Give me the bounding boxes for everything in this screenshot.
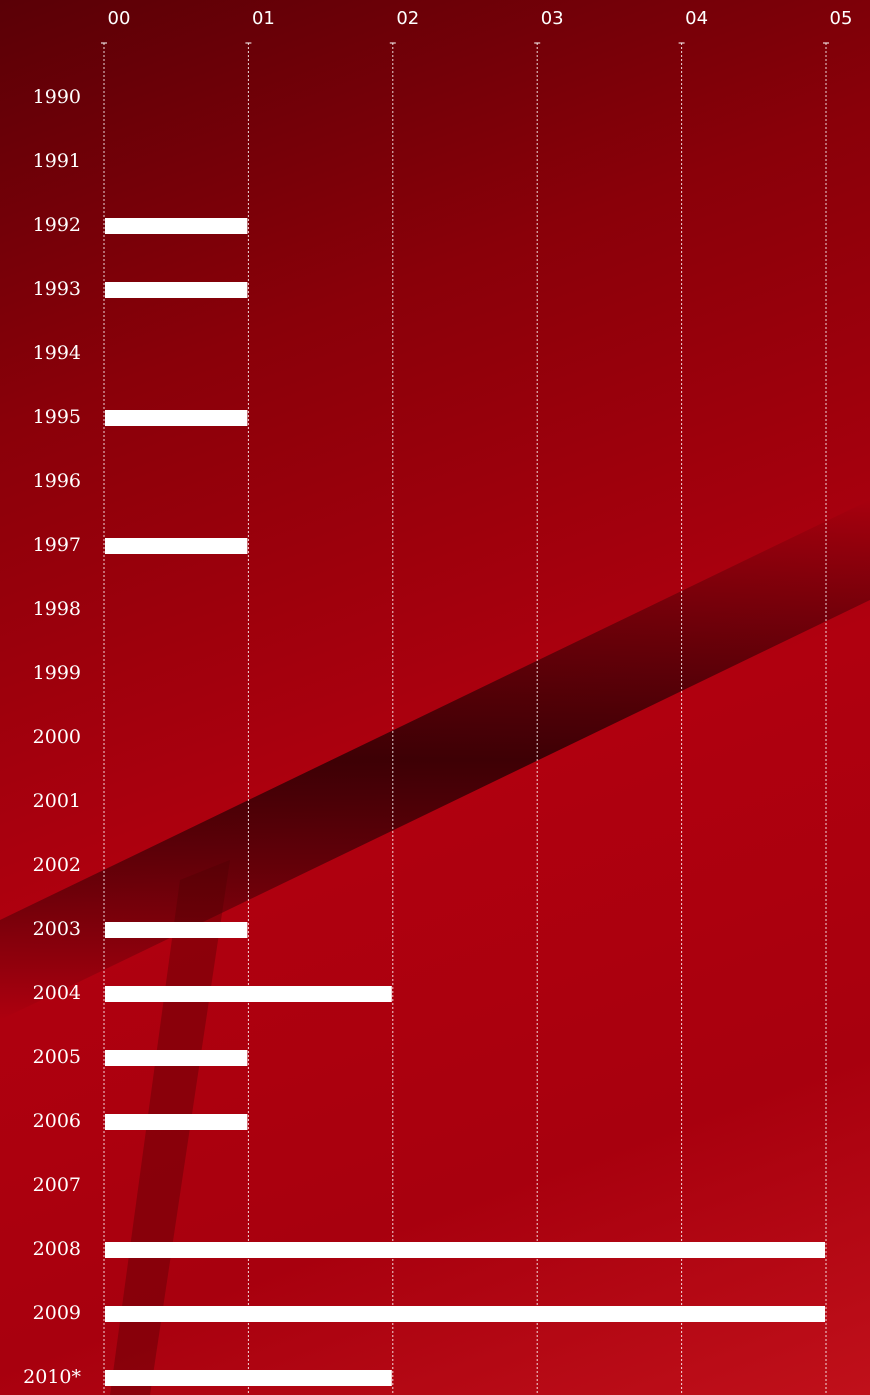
x-tick-label: 00	[108, 8, 131, 29]
bar	[105, 282, 248, 298]
y-tick-label: 1995	[33, 406, 81, 428]
y-tick-label: 1998	[33, 598, 81, 620]
bar	[105, 218, 248, 234]
y-tick-label: 1990	[33, 86, 81, 108]
y-tick-label: 2005	[33, 1046, 81, 1068]
bar	[105, 986, 392, 1002]
y-tick-label: 2010*	[23, 1366, 81, 1388]
y-tick-label: 1999	[33, 662, 81, 684]
y-tick-label: 2003	[33, 918, 81, 940]
y-tick-label: 2008	[33, 1238, 81, 1260]
y-tick-label: 2002	[33, 854, 81, 876]
bar	[105, 922, 248, 938]
x-tick-label: 01	[252, 8, 275, 29]
x-tick-label: 02	[396, 8, 419, 29]
bar	[105, 410, 248, 426]
y-tick-label: 1996	[33, 470, 81, 492]
y-tick-label: 1994	[33, 342, 81, 364]
bar	[105, 1114, 248, 1130]
y-tick-label: 2007	[33, 1174, 81, 1196]
y-tick-label: 1993	[33, 278, 81, 300]
y-tick-label: 1997	[33, 534, 81, 556]
y-tick-label: 2009	[33, 1302, 81, 1324]
bar	[105, 1050, 248, 1066]
bars: 1990 1991 1992 1993 1994 1995 1996 1997 1998 1999…	[23, 86, 825, 1388]
bar	[105, 1370, 392, 1386]
y-tick-label: 2000	[33, 726, 81, 748]
y-tick-label: 1991	[33, 150, 81, 172]
x-tick-label: 05	[830, 8, 853, 29]
y-tick-label: 1992	[33, 214, 81, 236]
y-tick-label: 2001	[33, 790, 81, 812]
x-tick-label: 04	[685, 8, 708, 29]
grid: 00 01 02 03 04 05	[101, 8, 852, 1395]
background-stripe	[0, 500, 870, 1020]
bar	[105, 538, 248, 554]
y-tick-label: 2004	[33, 982, 81, 1004]
x-tick-label: 03	[541, 8, 564, 29]
bar	[105, 1306, 825, 1322]
bar	[105, 1242, 825, 1258]
y-tick-label: 2006	[33, 1110, 81, 1132]
